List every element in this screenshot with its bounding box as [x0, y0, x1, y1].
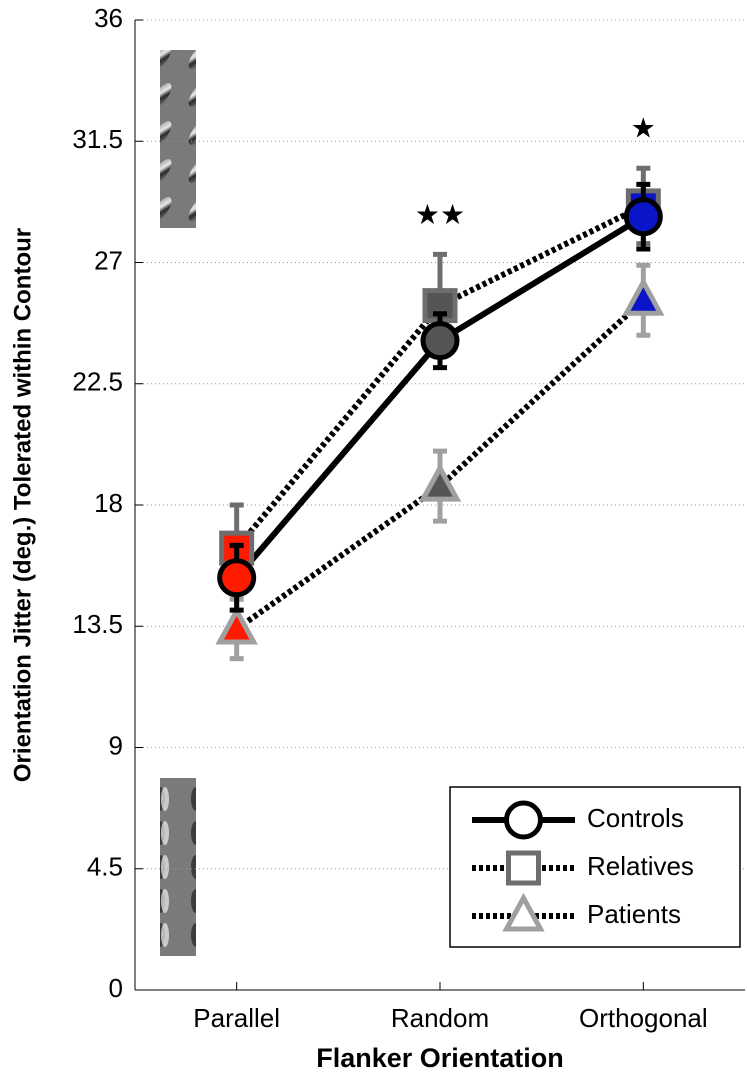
y-tick-label: 13.5 [72, 609, 123, 639]
y-tick-label: 0 [109, 973, 123, 1003]
marker [622, 277, 665, 316]
marker [506, 850, 541, 886]
y-tick-label: 9 [109, 730, 123, 760]
y-tick-label: 4.5 [87, 852, 123, 882]
significance-marker: ★ [631, 113, 656, 144]
x-axis-title: Flanker Orientation [316, 1043, 564, 1073]
marker [623, 197, 663, 237]
marker [215, 605, 258, 645]
y-axis-title: Orientation Jitter (deg.) Tolerated with… [9, 228, 36, 782]
legend: Controls Relatives Patients [449, 786, 741, 948]
x-tick-label: Random [391, 1003, 489, 1033]
marker [502, 892, 545, 932]
y-tick-label: 31.5 [72, 124, 123, 154]
x-tick-label: Parallel [193, 1003, 280, 1033]
y-tick-label: 36 [94, 3, 123, 33]
marker [418, 462, 462, 502]
plot-area: 0 4.5 9 13.5 18 22.5 27 31.5 36 Parallel Random Ort… [72, 3, 745, 1033]
significance-marker: ★★ [415, 199, 465, 230]
y-tick-label: 18 [94, 488, 123, 518]
y-tick-label: 22.5 [72, 367, 123, 397]
legend-label: Patients [587, 899, 681, 929]
marker [420, 321, 460, 361]
x-tick-label: Orthogonal [579, 1003, 708, 1033]
marker [504, 800, 543, 840]
stimulus-image [160, 778, 196, 956]
legend-label: Relatives [587, 851, 694, 881]
marker [217, 558, 257, 598]
stimulus-image [160, 50, 196, 228]
legend-label: Controls [587, 803, 684, 833]
y-tick-label: 27 [94, 245, 123, 275]
